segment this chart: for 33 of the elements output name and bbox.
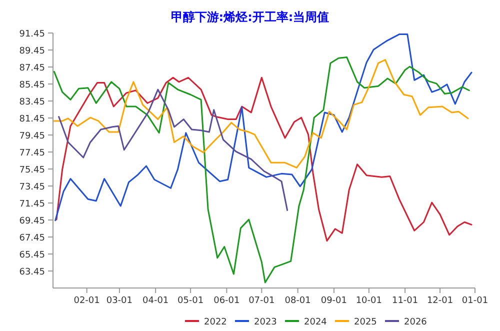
y-tick-label: 87.45 (19, 64, 45, 74)
y-tick-label: 79.45 (19, 132, 45, 142)
y-tick-label: 75.45 (19, 166, 45, 176)
y-tick-label: 73.45 (19, 182, 45, 192)
x-tick-label: 01-01 (462, 296, 488, 306)
x-tick-label: 09-01 (320, 296, 348, 306)
x-tick-label: 03-01 (106, 296, 133, 306)
y-tick-label: 71.45 (19, 200, 45, 210)
x-tick-label: 12-01 (426, 296, 454, 306)
y-tick-label: 69.45 (19, 216, 45, 226)
y-tick-label: 85.45 (19, 80, 45, 90)
y-tick-label: 67.45 (19, 234, 45, 244)
legend-label: 2024 (304, 318, 328, 328)
legend-label: 2026 (404, 318, 428, 328)
x-tick-label: 04-01 (142, 296, 169, 306)
y-tick-label: 77.45 (19, 148, 45, 158)
y-tick-label: 91.45 (19, 30, 45, 40)
x-tick-label: 02-01 (74, 296, 100, 306)
legend-label: 2025 (354, 318, 377, 328)
legend-label: 2023 (254, 318, 277, 328)
x-tick-label: 08-01 (284, 296, 311, 306)
legend-label: 2022 (204, 318, 227, 328)
y-tick-label: 83.45 (19, 98, 45, 108)
y-tick-label: 65.45 (19, 250, 45, 260)
x-tick-label: 05-01 (177, 296, 204, 306)
x-tick-label: 11-01 (392, 296, 418, 306)
x-tick-label: 06-01 (214, 296, 240, 306)
chart-title: 甲醇下游:烯烃:开工率:当周值 (170, 10, 330, 24)
x-tick-label: 10-01 (356, 296, 382, 306)
y-tick-label: 89.45 (19, 46, 45, 56)
y-tick-label: 63.45 (19, 268, 45, 278)
x-tick-label: 07-01 (248, 296, 275, 306)
y-tick-label: 81.45 (19, 114, 45, 124)
